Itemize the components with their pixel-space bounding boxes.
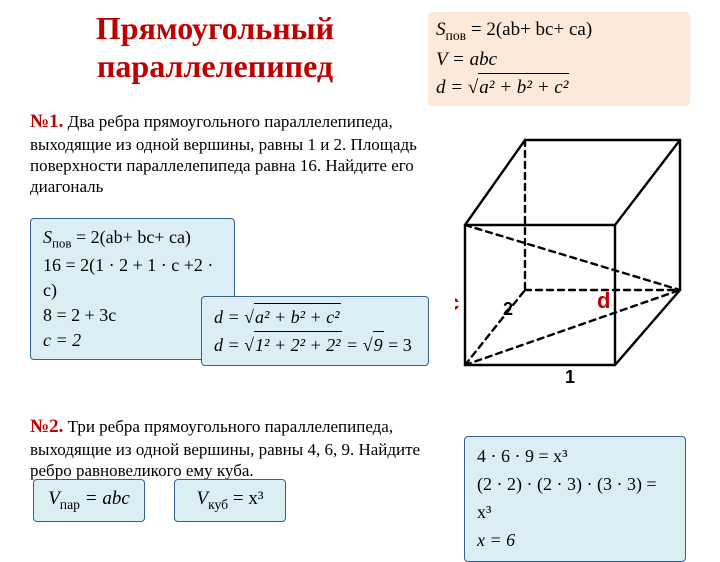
problem-2-text: Три ребра прямоугольного параллелепипеда… [30, 417, 420, 480]
box-s-l3: 8 = 2 + 3c [43, 303, 222, 328]
formula-panel: Sпов = 2(ab+ bc+ ca) V = abc d = √a² + b… [428, 12, 690, 106]
box-x-l1: 4 · 6 · 9 = x³ [477, 443, 673, 471]
svg-text:c: c [455, 290, 459, 315]
formula-box-vpar: Vпар = abc [33, 479, 145, 522]
title-line1: Прямоугольный [96, 10, 334, 46]
problem-2: №2. Три ребра прямоугольного параллелепи… [30, 415, 450, 481]
svg-text:2: 2 [503, 299, 513, 319]
formula-s: Sпов = 2(ab+ bc+ ca) [436, 16, 682, 46]
box-d-l2: d = √1² + 2² + 2² = √9 = 3 [214, 331, 416, 359]
svg-text:d: d [597, 288, 610, 313]
formula-box-vcube: Vкуб = x³ [174, 479, 286, 522]
formula-v: V = abc [436, 46, 682, 74]
problem-1-text: Два ребра прямоугольного параллелепипеда… [30, 112, 417, 196]
formula-d: d = √a² + b² + c² [436, 73, 682, 102]
box-x-l3: x = 6 [477, 527, 673, 555]
problem-1: №1. Два ребра прямоугольного параллелепи… [30, 110, 450, 198]
title-line2: параллелепипед [97, 48, 333, 84]
box-s-l2: 16 = 2(1 · 2 + 1 · c +2 · c) [43, 253, 222, 303]
parallelepiped-svg: c d 2 1 [455, 130, 695, 385]
page-title: Прямоугольный параллелепипед [55, 10, 375, 86]
box-d-l1: d = √a² + b² + c² [214, 303, 416, 331]
parallelepiped-diagram: c d 2 1 [455, 130, 695, 385]
box-s-l1: Sпов = 2(ab+ bc+ ca) [43, 225, 222, 253]
problem-1-num: №1. [30, 111, 63, 132]
problem-2-num: №2. [30, 416, 63, 437]
solution-box-d: d = √a² + b² + c² d = √1² + 2² + 2² = √9… [201, 296, 429, 366]
svg-text:1: 1 [565, 367, 575, 385]
box-x-l2: (2 · 2) · (2 · 3) · (3 · 3) = x³ [477, 471, 673, 527]
box-s-l4: c = 2 [43, 328, 222, 353]
solution-box-x: 4 · 6 · 9 = x³ (2 · 2) · (2 · 3) · (3 · … [464, 436, 686, 562]
